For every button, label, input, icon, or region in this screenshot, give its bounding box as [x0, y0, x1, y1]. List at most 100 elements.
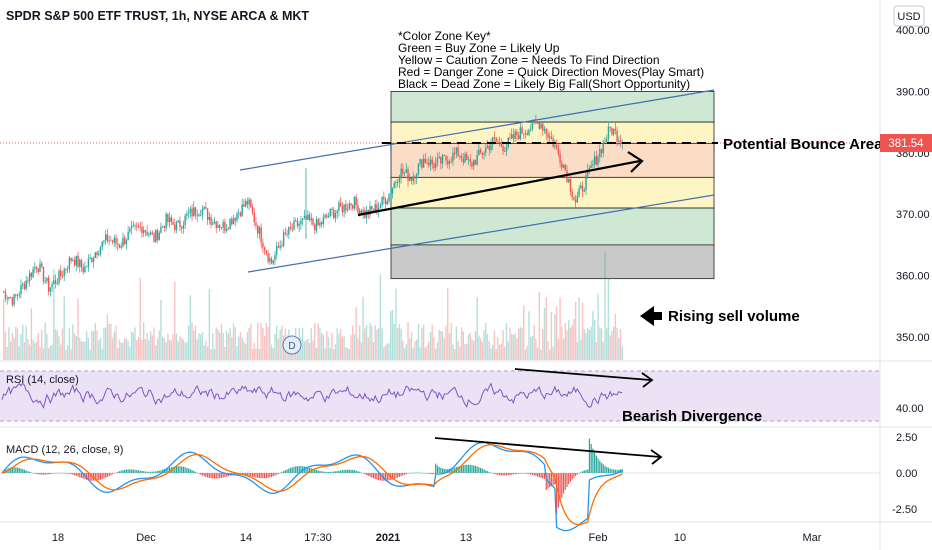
volume-bar: [51, 344, 53, 360]
volume-bar: [333, 349, 335, 360]
candle-body: [447, 160, 449, 164]
candle-body: [106, 234, 109, 242]
candle-body: [73, 259, 76, 266]
macd-histogram-bar: [25, 470, 27, 473]
candle-body: [568, 179, 570, 182]
candle-body: [118, 245, 121, 248]
macd-histogram-bar: [512, 473, 515, 475]
volume-bar: [573, 318, 575, 360]
candle-body: [4, 291, 7, 299]
macd-histogram-bar: [499, 473, 501, 476]
macd-histogram-bar: [360, 472, 362, 474]
macd-signal-line: [1, 444, 623, 526]
volume-bar: [172, 334, 174, 360]
macd-histogram-bar: [222, 473, 224, 478]
macd-histogram-bar: [61, 472, 64, 474]
macd-histogram-bar: [611, 469, 613, 473]
candle-body: [199, 214, 202, 216]
macd-histogram-bar: [343, 469, 345, 473]
candle-body: [523, 133, 525, 135]
candle-body: [251, 206, 254, 213]
candle-body: [474, 160, 477, 165]
macd-histogram-bar: [353, 470, 356, 473]
volume-bar: [144, 339, 147, 360]
color-zone-key: *Color Zone Key* Green = Buy Zone = Like…: [398, 29, 704, 91]
volume-bar: [552, 346, 554, 360]
volume-bar: [94, 323, 96, 360]
macd-histogram-bar: [616, 469, 618, 473]
candle-body: [395, 181, 397, 184]
volume-bar: [479, 338, 482, 360]
macd-histogram-bar: [68, 473, 70, 474]
candle-body: [595, 156, 598, 165]
zone-black: [390, 244, 715, 280]
volume-bar: [262, 327, 264, 360]
candle-body: [498, 142, 501, 144]
volume-bar: [108, 323, 110, 360]
candle-body: [63, 269, 65, 277]
volume-bar: [4, 331, 7, 360]
macd-histogram-bar: [1, 473, 3, 474]
volume-bar: [611, 331, 613, 360]
macd-histogram-bar: [587, 469, 589, 473]
volume-bar: [229, 327, 231, 360]
volume-bar: [15, 326, 17, 360]
candle-body: [258, 227, 261, 234]
volume-bar: [517, 328, 520, 360]
volume-bar: [125, 338, 128, 360]
macd-histogram-bar: [87, 473, 89, 481]
volume-bar: [426, 344, 428, 360]
candle-body: [599, 149, 601, 158]
volume-bar: [234, 327, 236, 360]
macd-histogram-bar: [255, 473, 257, 478]
candle-body: [585, 175, 587, 191]
volume-bar: [395, 288, 397, 360]
volume-bar: [414, 341, 416, 360]
volume-bar: [184, 342, 186, 360]
candle-body: [161, 226, 164, 227]
macd-histogram-bar: [10, 467, 12, 473]
candle-body: [372, 209, 375, 212]
macd-histogram-bar: [288, 468, 290, 473]
macd-histogram-bar: [257, 473, 259, 478]
volume-bar: [160, 300, 162, 360]
candle-body: [215, 221, 217, 229]
volume-bar: [402, 340, 404, 360]
candle-body: [180, 227, 183, 229]
volume-bar: [158, 330, 160, 360]
candle-body: [376, 204, 378, 212]
volume-bar: [72, 324, 74, 360]
volume-bar: [619, 329, 622, 360]
macd-histogram-bar: [35, 473, 38, 474]
volume-bar: [497, 337, 499, 360]
currency-button[interactable]: [893, 5, 925, 27]
volume-bar: [58, 336, 60, 360]
candle-body: [500, 142, 503, 147]
macd-histogram-bar: [291, 467, 293, 473]
volume-bar: [417, 323, 420, 360]
candle-body: [222, 221, 224, 228]
dividend-marker[interactable]: [282, 335, 302, 355]
candle-body: [602, 141, 604, 154]
volume-bar: [445, 325, 447, 360]
volume-bar: [583, 329, 585, 360]
candle-body: [194, 207, 197, 216]
volume-bar: [555, 306, 558, 360]
macd-histogram-bar: [269, 473, 271, 478]
macd-histogram-bar: [585, 469, 587, 473]
volume-bar: [485, 323, 487, 360]
volume-bar: [23, 342, 26, 360]
candle-body: [196, 215, 198, 217]
macd-histogram-bar: [134, 469, 136, 473]
macd-histogram-bar: [618, 469, 620, 473]
candle-body: [495, 137, 497, 142]
candle-body: [315, 219, 318, 231]
macd-histogram-bar: [65, 473, 67, 474]
candle-body: [393, 183, 395, 189]
macd-histogram-bar: [438, 466, 440, 473]
candle-body: [282, 232, 285, 246]
macd-histogram-bar: [575, 473, 577, 476]
volume-bar: [450, 323, 452, 360]
macd-histogram-bar: [137, 470, 140, 473]
macd-histogram-bar: [338, 470, 340, 473]
